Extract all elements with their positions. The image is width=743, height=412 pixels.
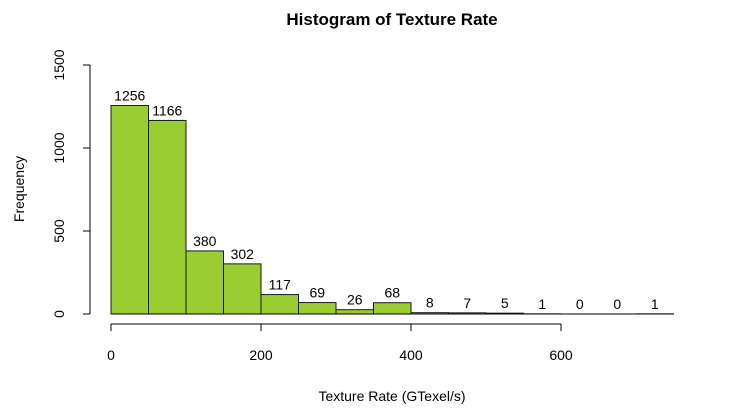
bar-value-label: 8: [426, 295, 434, 311]
bar-value-label: 7: [463, 295, 471, 311]
y-tick-label: 1500: [51, 49, 67, 80]
histogram-bar: [185, 250, 224, 315]
bar-value-label: 1: [538, 296, 546, 312]
x-tick-label: 0: [107, 347, 115, 363]
histogram-bar: [148, 119, 187, 315]
x-tick-label: 400: [399, 347, 423, 363]
histogram-bar: [335, 309, 374, 315]
y-tick-label: 1000: [51, 132, 67, 163]
chart-title: Histogram of Texture Rate: [286, 10, 497, 29]
bar-value-label: 26: [347, 292, 363, 308]
bar-value-label: 302: [231, 246, 255, 262]
histogram-bar: [223, 263, 262, 315]
y-axis-title: Frequency: [11, 156, 27, 222]
bars-group: [110, 105, 674, 315]
bar-value-label: 5: [501, 295, 509, 311]
histogram-bar: [260, 294, 299, 315]
histogram-bar: [373, 302, 412, 315]
bar-value-label: 68: [384, 285, 400, 301]
y-tick-label: 500: [51, 219, 67, 243]
bar-value-label: 1256: [114, 88, 145, 104]
x-tick-label: 200: [249, 347, 273, 363]
x-tick-label: 600: [549, 347, 573, 363]
bar-value-label: 380: [193, 233, 217, 249]
bar-labels-group: 1256 1166 380 302 117 69 26 68 8 7 5 1 0 0 1: [114, 88, 659, 312]
bar-value-label: 1166: [152, 102, 182, 118]
x-axis-title: Texture Rate (GTexel/s): [318, 388, 465, 404]
bar-value-label: 117: [269, 277, 292, 293]
x-axis: 0 200 400 600: [107, 313, 674, 363]
bar-value-label: 69: [309, 285, 325, 301]
y-axis: 0 500 1000 1500: [51, 49, 91, 318]
bar-value-label: 0: [613, 296, 621, 312]
histogram-bar: [298, 302, 337, 315]
bar-value-label: 0: [576, 296, 584, 312]
histogram-bar: [110, 105, 149, 315]
y-tick-label: 0: [51, 310, 67, 318]
bar-value-label: 1: [651, 296, 659, 312]
